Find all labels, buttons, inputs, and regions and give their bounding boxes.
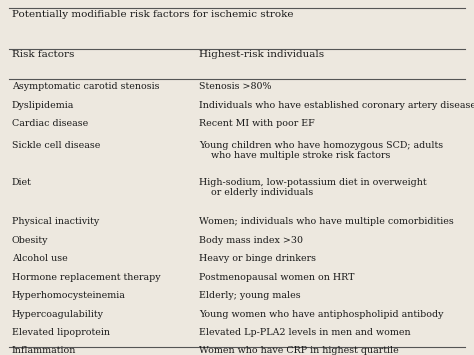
Text: Young women who have antiphospholipid antibody: Young women who have antiphospholipid an… [199,310,444,318]
Text: Stenosis >80%: Stenosis >80% [199,82,272,91]
Text: Cardiac disease: Cardiac disease [12,119,88,128]
Text: Physical inactivity: Physical inactivity [12,217,99,226]
Text: Sickle cell disease: Sickle cell disease [12,141,100,149]
Text: Elevated lipoprotein: Elevated lipoprotein [12,328,110,337]
Text: Hypercoagulability: Hypercoagulability [12,310,104,318]
Text: Women; individuals who have multiple comorbidities: Women; individuals who have multiple com… [199,217,454,226]
Text: Diet: Diet [12,178,32,186]
Text: Hormone replacement therapy: Hormone replacement therapy [12,273,161,282]
Text: Asymptomatic carotid stenosis: Asymptomatic carotid stenosis [12,82,159,91]
Text: Individuals who have established coronary artery disease: Individuals who have established coronar… [199,101,474,110]
Text: Alcohol use: Alcohol use [12,254,68,263]
Text: Women who have CRP in highest quartile: Women who have CRP in highest quartile [199,346,399,355]
Text: Dyslipidemia: Dyslipidemia [12,101,74,110]
Text: Potentially modifiable risk factors for ischemic stroke: Potentially modifiable risk factors for … [12,10,293,18]
Text: Highest-risk individuals: Highest-risk individuals [199,50,324,59]
Text: Elderly; young males: Elderly; young males [199,291,301,300]
Text: High-sodium, low-potassium diet in overweight
    or elderly individuals: High-sodium, low-potassium diet in overw… [199,178,427,197]
Text: Hyperhomocysteinemia: Hyperhomocysteinemia [12,291,126,300]
Text: Young children who have homozygous SCD; adults
    who have multiple stroke risk: Young children who have homozygous SCD; … [199,141,443,160]
Text: Inflammation: Inflammation [12,346,76,355]
Text: Obesity: Obesity [12,236,48,245]
Text: Body mass index >30: Body mass index >30 [199,236,303,245]
Text: Recent MI with poor EF: Recent MI with poor EF [199,119,315,128]
Text: Postmenopausal women on HRT: Postmenopausal women on HRT [199,273,355,282]
Text: Risk factors: Risk factors [12,50,74,59]
Text: Heavy or binge drinkers: Heavy or binge drinkers [199,254,316,263]
Text: Elevated Lp-PLA2 levels in men and women: Elevated Lp-PLA2 levels in men and women [199,328,410,337]
